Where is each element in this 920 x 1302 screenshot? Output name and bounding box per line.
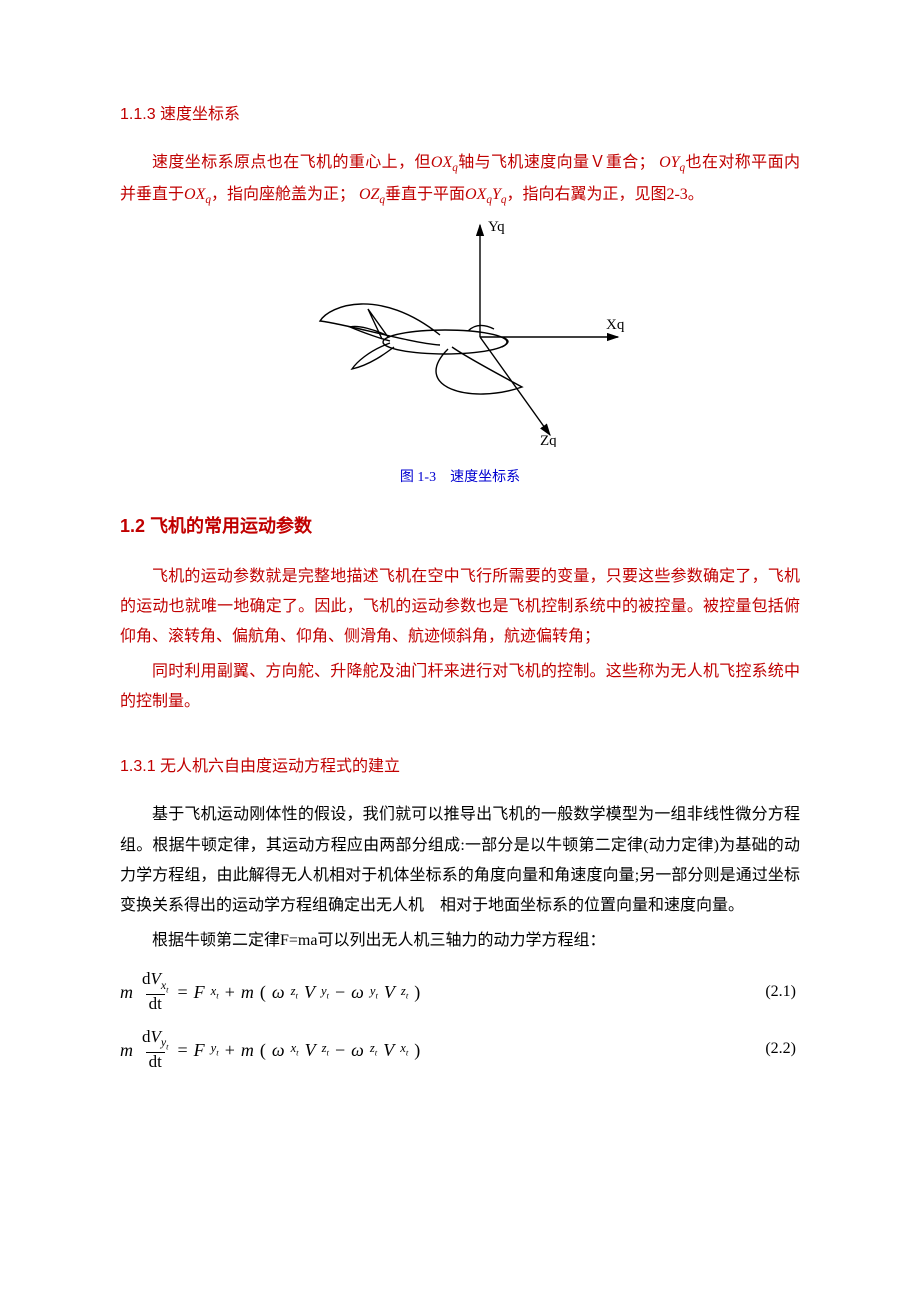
equation-2-1-body: m dVxt dt = Fxt + m(ωztVyt − ωytVzt) (120, 970, 420, 1014)
figure-1-3: Yq Xq Zq (120, 217, 800, 458)
inline-math-ozq: OZq (359, 186, 385, 203)
equation-number-2-2: (2.2) (765, 1034, 800, 1064)
equation-2-2-body: m dVyt dt = Fyt + m(ωxtVzt − ωztVxt) (120, 1028, 420, 1072)
inline-math-oxqyq: OXqYq (465, 186, 506, 203)
para-1-3-1-a: 基于飞机运动刚体性的假设，我们就可以推导出飞机的一般数学模型为一组非线性微分方程… (120, 800, 800, 922)
equation-2-2: m dVyt dt = Fyt + m(ωxtVzt − ωztVxt) (2.… (120, 1028, 800, 1072)
para-1-1-3: 速度坐标系原点也在飞机的重心上，但OXq轴与飞机速度向量Ｖ重合； OYq也在对称… (120, 148, 800, 211)
heading-1-3-1: 1.3.1 无人机六自由度运动方程式的建立 (120, 752, 800, 782)
text-run: ，指向座舱盖为正； (211, 186, 355, 203)
text-run: 轴与飞机速度向量Ｖ重合； (458, 154, 655, 171)
para-1-3-1-b: 根据牛顿第二定律F=ma可以列出无人机三轴力的动力学方程组： (120, 926, 800, 956)
equation-number-2-1: (2.1) (765, 977, 800, 1007)
figure-1-3-svg: Yq Xq Zq (290, 217, 630, 447)
equation-2-1: m dVxt dt = Fxt + m(ωztVyt − ωytVzt) (2.… (120, 970, 800, 1014)
inline-math-oyq: OYq (659, 154, 685, 171)
heading-1-2: 1.2 飞机的常用运动参数 (120, 509, 800, 543)
para-1-2-a: 飞机的运动参数就是完整地描述飞机在空中飞行所需要的变量，只要这些参数确定了，飞机… (120, 562, 800, 653)
axis-label-z: Zq (540, 433, 557, 447)
figure-1-3-caption: 图 1-3 速度坐标系 (120, 465, 800, 492)
axis-label-y: Yq (488, 219, 505, 235)
text-run: 速度坐标系原点也在飞机的重心上，但 (152, 154, 431, 171)
inline-math-oxq: OXq (431, 154, 458, 171)
text-run: 垂直于平面 (385, 186, 465, 203)
heading-1-1-3: 1.1.3 速度坐标系 (120, 100, 800, 130)
axis-label-x: Xq (606, 317, 625, 333)
inline-math-oxq2: OXq (184, 186, 211, 203)
text-run: ，指向右翼为正，见图2-3。 (506, 186, 703, 203)
para-1-2-b: 同时利用副翼、方向舵、升降舵及油门杆来进行对飞机的控制。这些称为无人机飞控系统中… (120, 657, 800, 718)
